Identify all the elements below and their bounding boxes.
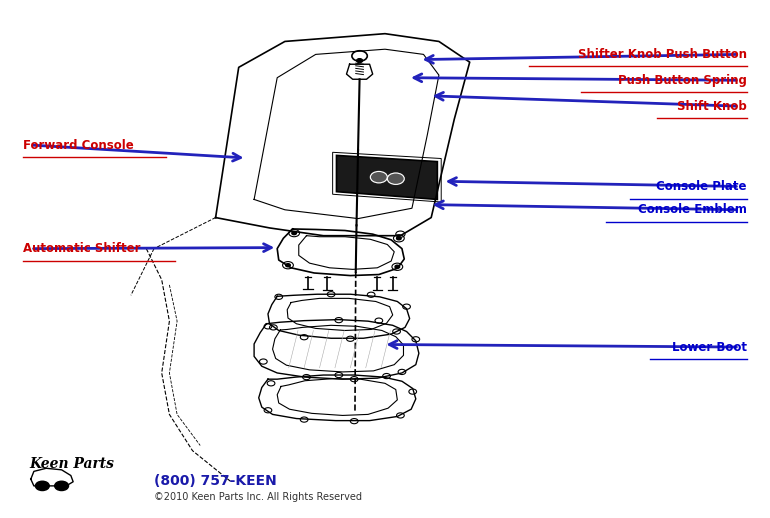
Text: Keen Parts: Keen Parts (29, 456, 114, 471)
Circle shape (397, 237, 401, 240)
Circle shape (395, 265, 400, 268)
Polygon shape (336, 155, 437, 199)
Circle shape (292, 232, 296, 235)
Text: Lower Boot: Lower Boot (672, 340, 747, 354)
Text: Shift Knob: Shift Knob (677, 99, 747, 113)
Text: Console Plate: Console Plate (656, 180, 747, 193)
Circle shape (387, 173, 404, 184)
Circle shape (35, 481, 49, 491)
Text: Forward Console: Forward Console (23, 138, 134, 152)
Text: Shifter Knob Push Button: Shifter Knob Push Button (578, 48, 747, 61)
Text: Automatic Shifter: Automatic Shifter (23, 242, 141, 255)
Circle shape (286, 264, 290, 267)
Text: ©2010 Keen Parts Inc. All Rights Reserved: ©2010 Keen Parts Inc. All Rights Reserve… (154, 492, 362, 502)
Circle shape (55, 481, 69, 491)
Text: (800) 757-KEEN: (800) 757-KEEN (154, 473, 276, 488)
Circle shape (357, 59, 363, 63)
Text: Console Emblem: Console Emblem (638, 203, 747, 217)
Text: Push Button Spring: Push Button Spring (618, 74, 747, 87)
Circle shape (370, 171, 387, 183)
